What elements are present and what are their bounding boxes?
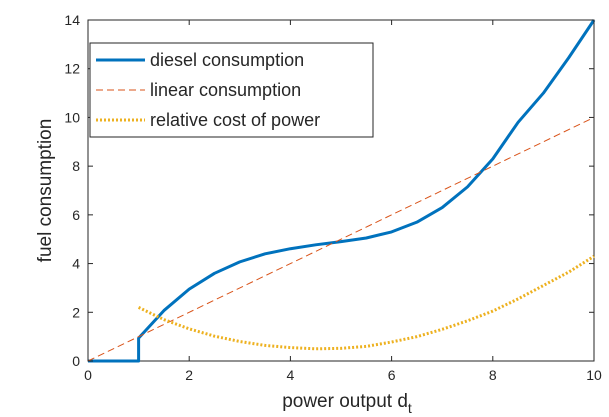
- series-layer: [87, 19, 596, 363]
- legend-label-3: relative cost of power: [150, 110, 320, 130]
- series-line-1: [88, 19, 596, 363]
- y-tick-label: 12: [64, 61, 80, 77]
- y-tick-label: 10: [64, 109, 80, 125]
- legend: diesel consumption linear consumption rela…: [89, 42, 374, 138]
- y-tick-label: 4: [72, 256, 80, 272]
- y-tick-label: 14: [64, 12, 80, 28]
- series-line-3: [137, 254, 595, 351]
- y-tick-label: 2: [72, 304, 80, 320]
- x-tick-label: 6: [388, 367, 396, 383]
- legend-label-1: diesel consumption: [150, 50, 304, 70]
- x-tick-label: 2: [185, 367, 193, 383]
- x-axis-title: power output dt: [282, 391, 412, 416]
- x-tick-label: 0: [84, 367, 92, 383]
- x-tick-label: 8: [489, 367, 497, 383]
- x-tick-label: 4: [287, 367, 295, 383]
- x-axis: 0 2 4 6 8 10: [84, 20, 602, 383]
- x-tick-label: 10: [586, 367, 602, 383]
- y-tick-label: 6: [72, 207, 80, 223]
- series-line-2: [87, 116, 595, 362]
- y-tick-label: 8: [72, 158, 80, 174]
- x-axis-title-subscript: t: [408, 400, 412, 416]
- y-tick-label: 0: [72, 353, 80, 369]
- y-axis-title: fuel consumption: [35, 119, 56, 263]
- x-axis-title-main: power output d: [282, 391, 408, 412]
- legend-label-2: linear consumption: [150, 80, 301, 100]
